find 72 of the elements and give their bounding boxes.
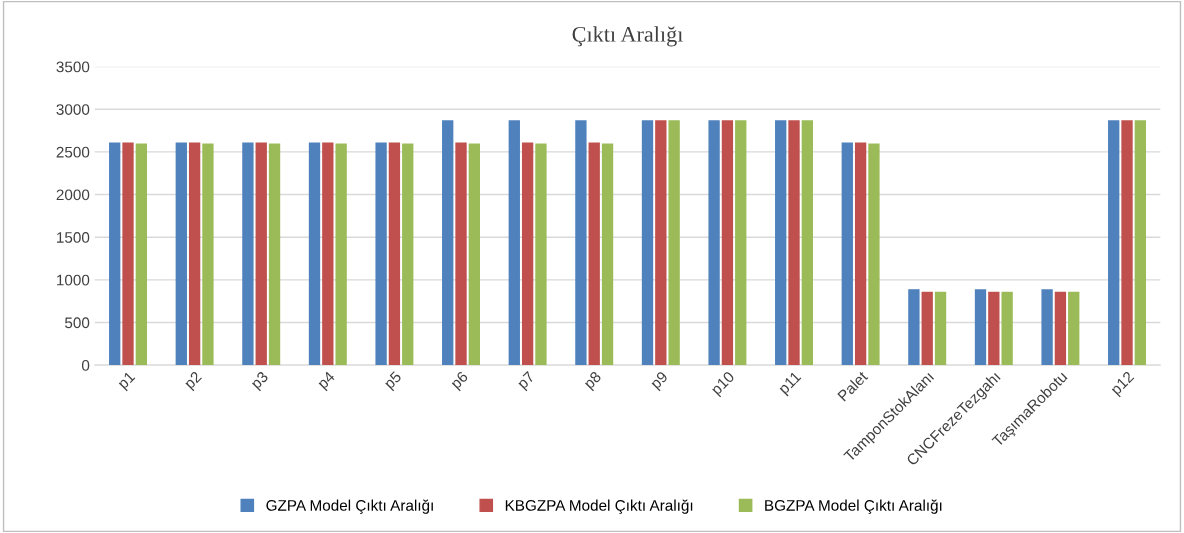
y-tick-label: 2000 [56,189,90,201]
bar [588,142,600,366]
bar [1041,289,1053,366]
bar [521,142,534,366]
legend-label: BGZPA Model Çıktı Aralığı [765,499,942,514]
bar [868,143,880,366]
bar [708,120,720,366]
bar [601,143,614,366]
y-tick-label: 500 [64,317,90,329]
bar [1068,291,1080,366]
legend-label: GZPA Model Çıktı Aralığı [266,499,433,514]
x-tick-label: p4 [316,370,338,392]
bar [442,120,454,366]
x-tick-label: p5 [383,370,405,392]
x-tick-label: p1 [117,370,138,392]
y-tick-label: 1500 [57,232,90,243]
bar [974,289,987,366]
bar [175,142,187,366]
y-tick-label: 1000 [57,274,90,286]
bar [641,120,654,366]
bar [1108,120,1120,366]
x-tick-label: p3 [250,370,271,392]
bar [841,142,853,366]
bar [668,120,680,366]
bar [801,120,813,366]
chart-title: Çıktı Aralığı [572,26,683,47]
bar [188,142,201,366]
bar [788,120,800,366]
legend-label: KBGZPA Model Çıktı Aralığı [505,499,693,514]
bar [109,142,121,366]
bar [308,142,321,366]
x-tick-label: p12 [1109,370,1137,398]
bar [1054,291,1067,366]
bar [1134,120,1146,366]
bar [988,291,1000,366]
bar [255,142,267,366]
y-tick-label: 3500 [56,61,90,73]
bar [455,142,467,366]
bar [122,142,134,366]
y-tick-label: 2500 [56,146,90,158]
bar [402,143,414,366]
bar [375,142,387,366]
bar [735,120,747,366]
bar [135,143,147,366]
bar [388,142,401,366]
bar [468,143,480,366]
bar [202,143,214,366]
bar [655,120,667,366]
bar [575,120,587,366]
x-tick-label: p9 [649,370,671,392]
bar [721,120,734,366]
x-tick-label: p8 [583,370,604,392]
bar [322,142,334,366]
y-tick-label: 0 [81,359,90,371]
bar [535,143,547,366]
x-tick-label: p2 [183,370,205,392]
bar [934,291,947,366]
x-tick-label: p10 [710,370,738,398]
bar [854,142,867,366]
bar [908,289,920,366]
bar [1121,120,1133,366]
y-tick-label: 3000 [56,104,90,115]
x-tick-label: p11 [777,370,804,397]
bar [268,143,281,366]
x-tick-label: p7 [516,370,538,392]
bar [1001,291,1013,366]
bar [508,120,520,366]
bar [242,142,254,366]
bar [335,143,347,366]
x-tick-label: p6 [449,370,471,392]
bar [775,120,787,366]
bar [921,291,933,366]
